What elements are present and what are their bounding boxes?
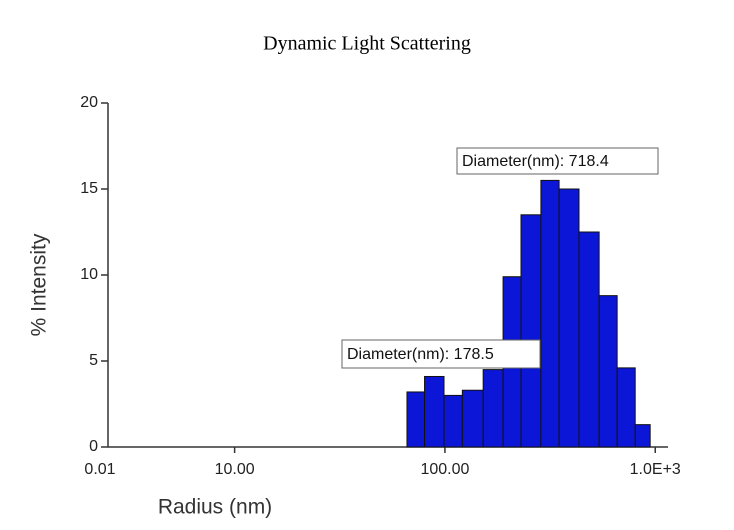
bar (461, 389, 484, 448)
annotation: Diameter(nm): 718.4 (462, 153, 609, 170)
bar (634, 424, 651, 448)
bar (558, 188, 580, 448)
bar (540, 179, 560, 448)
y-tick-label: 15 (80, 180, 98, 197)
bar (482, 369, 504, 448)
bar (520, 214, 542, 448)
y-tick-label: 20 (80, 94, 98, 111)
x-tick-label: 1.0E+3 (630, 461, 681, 478)
x-tick-label: 100.00 (420, 461, 469, 478)
bar (424, 375, 445, 448)
annotation-box (456, 147, 659, 175)
chart-title: Dynamic Light Scattering (263, 33, 471, 55)
bar (406, 391, 426, 448)
x-axis-title: Radius (nm) (158, 496, 272, 519)
x-tick-label: 10.00 (215, 461, 255, 478)
y-tick-label: 5 (89, 352, 98, 369)
bar (598, 295, 618, 448)
bar (616, 367, 636, 448)
y-axis-title: % Intensity (28, 233, 51, 336)
y-tick-label: 0 (89, 438, 98, 455)
bar (443, 394, 463, 448)
annotation: Diameter(nm): 178.5 (347, 346, 494, 363)
bar (578, 231, 600, 448)
y-tick-label: 10 (80, 266, 98, 283)
x-origin-label: 0.01 (84, 461, 115, 478)
annotation-box (341, 339, 541, 369)
